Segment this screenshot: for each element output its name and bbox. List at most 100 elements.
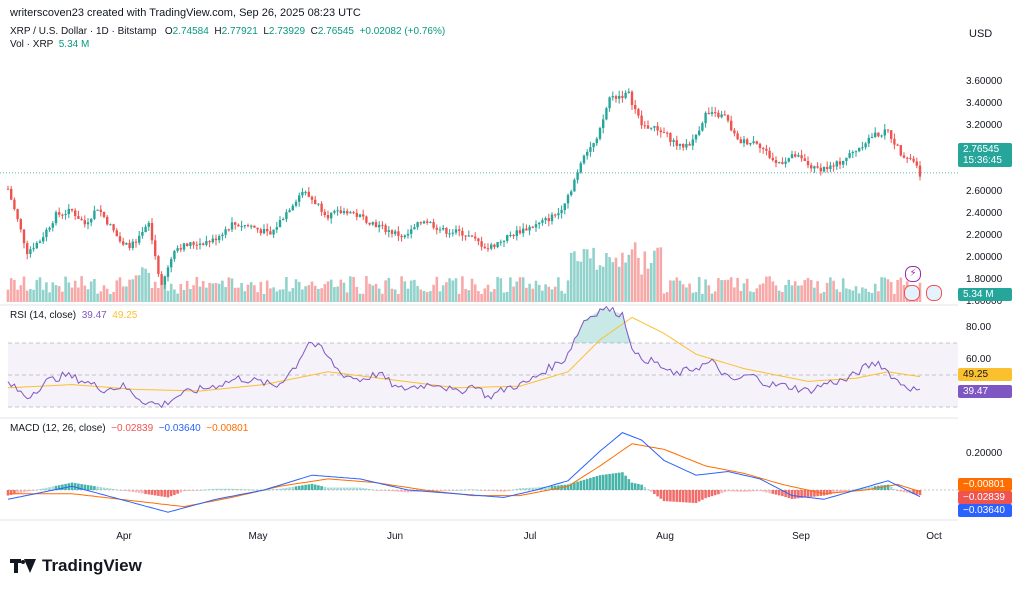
candle-body	[672, 140, 675, 142]
volume-bar	[400, 276, 403, 302]
volume-bar	[51, 282, 55, 302]
candle-body	[387, 230, 390, 232]
candle-body	[845, 157, 848, 161]
volume-bar	[131, 279, 135, 302]
volume-bar	[870, 292, 874, 302]
candle-body	[102, 211, 106, 217]
volume-bar	[185, 280, 189, 302]
macd-histogram-bar	[489, 490, 493, 491]
candle-body	[346, 211, 349, 214]
macd-histogram-bar	[387, 490, 391, 491]
candle-body	[432, 222, 435, 228]
candle-body	[717, 112, 720, 118]
candle-body	[227, 229, 230, 231]
candle-body	[182, 243, 186, 250]
volume-bar	[333, 287, 336, 302]
macd-histogram-bar	[672, 490, 675, 502]
macd-histogram-bar	[208, 489, 211, 491]
volume-bar	[70, 287, 74, 302]
macd-legend[interactable]: MACD (12, 26, close) −0.02839 −0.03640 −…	[10, 423, 248, 434]
candle-body	[874, 132, 877, 138]
macd-histogram-bar	[377, 490, 381, 491]
candle-body	[746, 139, 749, 145]
candle-body	[445, 227, 448, 234]
candle-body	[176, 248, 179, 251]
candle-body	[266, 229, 269, 232]
macd-histogram-bar	[192, 490, 195, 491]
price-tick-label: 2.60000	[966, 186, 1003, 197]
time-tick-label: Aug	[656, 531, 674, 542]
volume-bar	[243, 291, 247, 302]
candle-body	[16, 209, 19, 220]
macd-histogram-bar	[912, 490, 915, 495]
volume-bar	[694, 292, 698, 302]
macd-histogram-bar	[579, 480, 583, 490]
volume-bar	[480, 293, 483, 302]
candle-body	[304, 191, 307, 193]
macd-histogram-bar	[656, 490, 659, 497]
candle-body	[288, 210, 291, 213]
volume-legend[interactable]: Vol · XRP 5.34 M	[10, 39, 89, 50]
volume-bar	[269, 288, 272, 302]
rsi-ma-line	[7, 316, 921, 392]
macd-line-tag: −0.03640	[958, 504, 1012, 517]
volume-bar	[32, 289, 35, 302]
countdown-value: 15:36:45	[963, 155, 1002, 166]
candle-body	[435, 227, 438, 230]
candle-body	[483, 246, 486, 249]
us-flag-icon-2[interactable]	[926, 285, 942, 301]
volume-bar	[467, 290, 471, 302]
volume-bar	[86, 289, 90, 302]
lightning-icon[interactable]: ⚡	[905, 266, 921, 282]
grid	[0, 172, 958, 521]
macd-histogram-bar	[128, 490, 131, 492]
symbol-title[interactable]: XRP / U.S. Dollar · 1D · Bitstamp	[10, 26, 157, 37]
us-flag-icon[interactable]	[904, 285, 920, 301]
macd-histogram-bar	[755, 490, 759, 492]
macd-histogram-bar	[214, 488, 218, 490]
volume-bar	[96, 293, 99, 302]
macd-histogram-bar	[176, 490, 179, 494]
candle-body	[589, 147, 592, 152]
macd-histogram-bar	[454, 490, 458, 491]
tradingview-brand[interactable]: TradingView	[10, 556, 142, 576]
volume-bar	[352, 276, 355, 302]
candle-body	[96, 209, 99, 211]
volume-bar	[873, 283, 877, 302]
volume-bar	[297, 281, 301, 302]
candle-body	[259, 229, 262, 234]
candle-body	[656, 126, 659, 131]
volume-bar	[355, 286, 359, 302]
volume-bar	[432, 284, 435, 302]
macd-histogram-bar	[883, 485, 887, 490]
currency-label[interactable]: USD	[969, 28, 993, 40]
candle-body	[358, 214, 362, 217]
volume-bar	[665, 292, 669, 302]
candle-body	[154, 240, 157, 257]
close-label: C	[310, 26, 318, 37]
volume-bar	[633, 242, 637, 302]
price-tick-label: 3.60000	[966, 76, 1003, 87]
macd-histogram-bar	[294, 486, 298, 490]
macd-histogram-bar	[688, 490, 691, 503]
volume-bar	[189, 288, 192, 302]
volume-bar	[384, 280, 387, 302]
candle-body	[653, 126, 656, 128]
volume-bar	[656, 247, 659, 302]
volume-bar	[371, 285, 375, 302]
candle-body	[240, 226, 243, 228]
price-tick-label: 3.40000	[966, 98, 1003, 109]
candle-body	[160, 274, 163, 285]
macd-histogram-bar	[681, 490, 685, 503]
volume-bar	[317, 288, 320, 302]
macd-histogram-bar	[752, 490, 755, 492]
macd-histogram-bar	[768, 490, 771, 494]
macd-histogram-bar	[278, 488, 282, 490]
volume-value: 5.34 M	[58, 39, 90, 50]
rsi-legend[interactable]: RSI (14, close) 39.47 49.25	[10, 310, 137, 321]
candle-body	[624, 92, 627, 98]
candle-body	[742, 139, 746, 144]
volume-bar	[381, 293, 384, 302]
macd-histogram-bar	[438, 490, 442, 491]
brand-name: TradingView	[42, 556, 142, 575]
